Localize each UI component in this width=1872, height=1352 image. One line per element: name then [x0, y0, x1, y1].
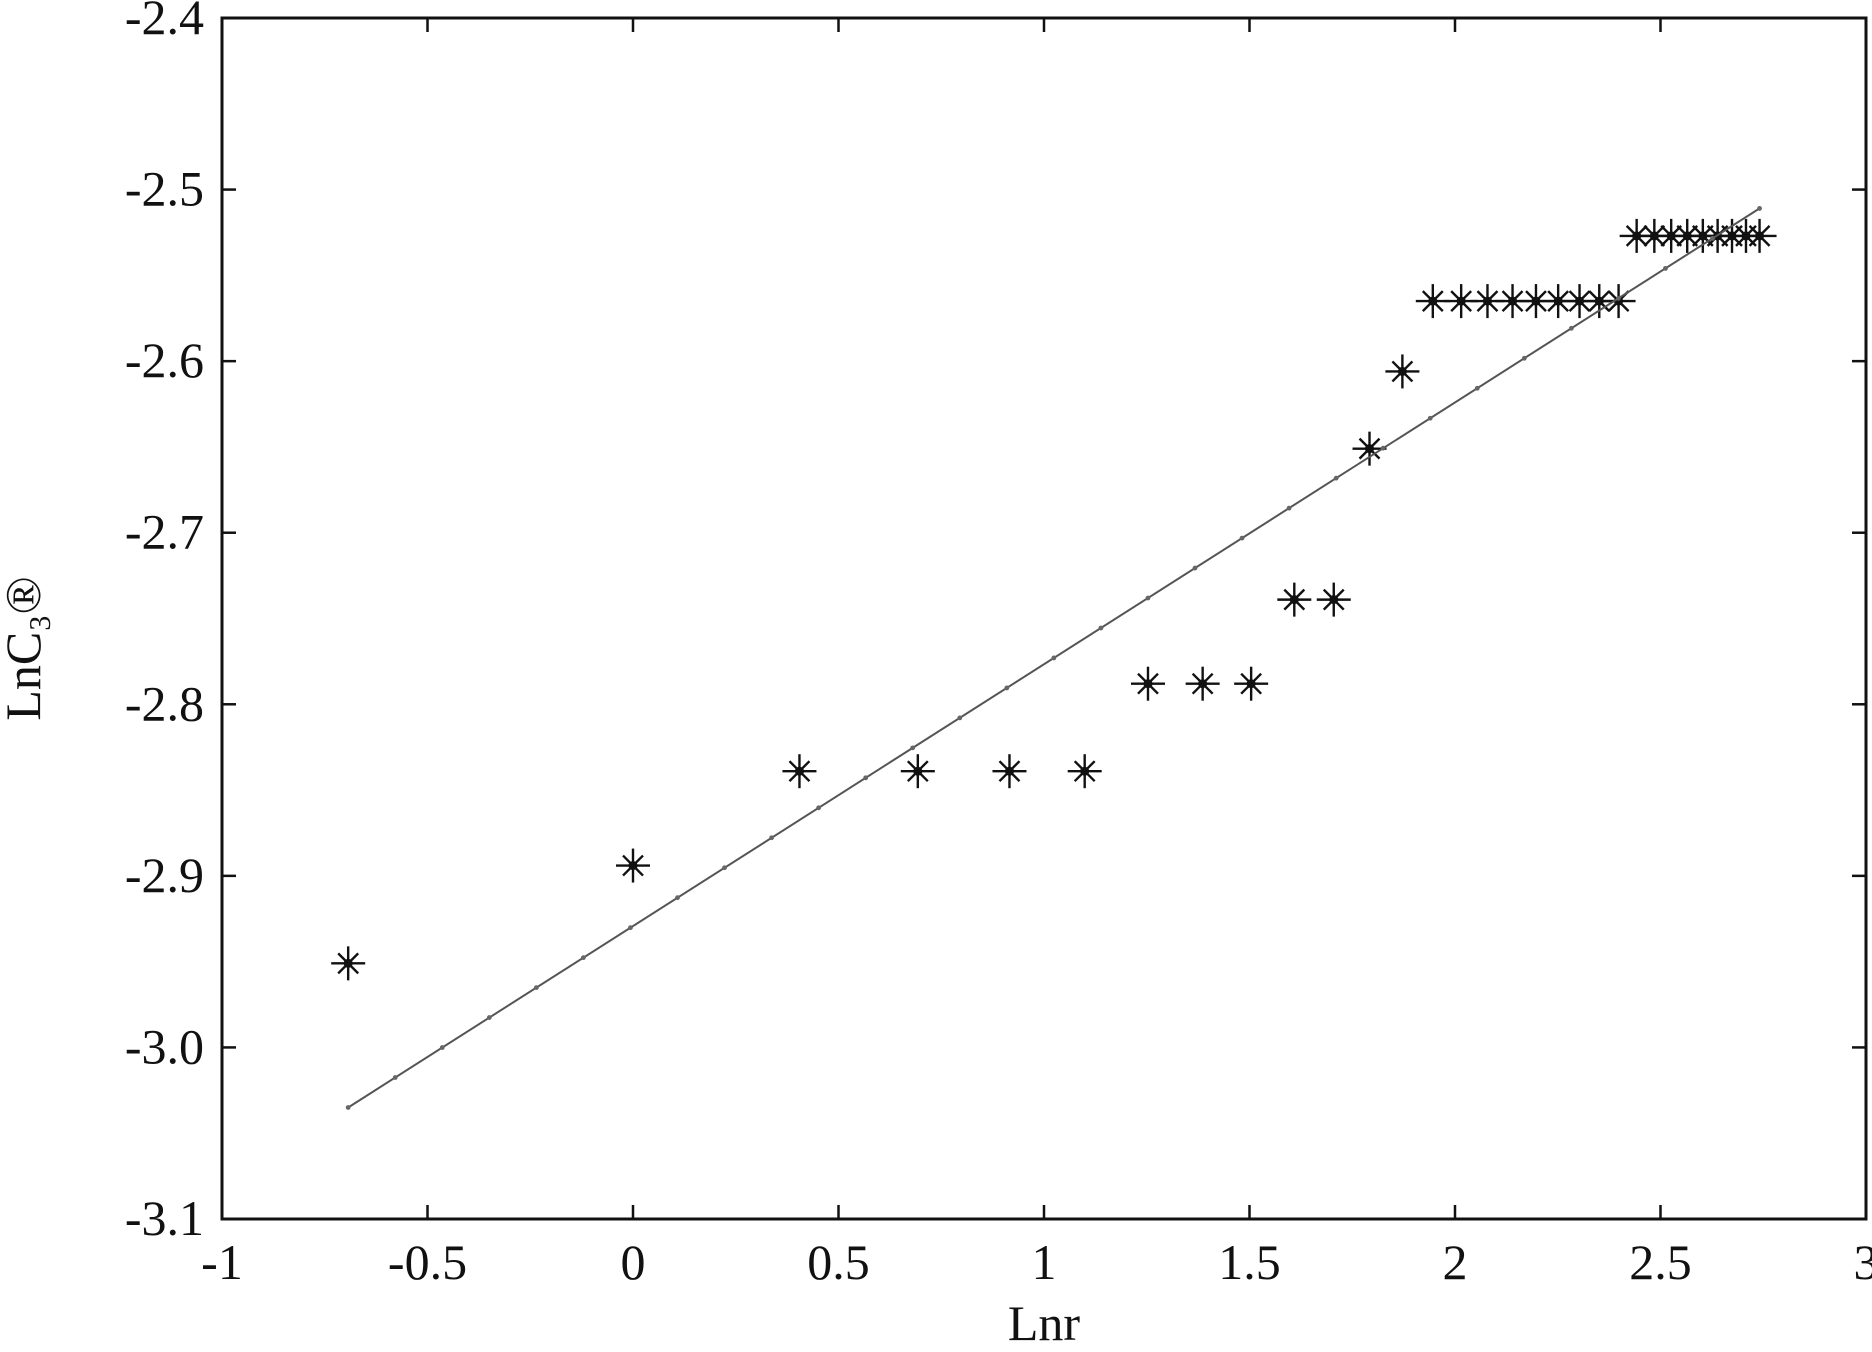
x-tick-label: -1 — [201, 1234, 243, 1290]
data-point — [1619, 218, 1654, 253]
fit-line-dot — [392, 1075, 398, 1080]
y-tick-label: -2.7 — [125, 504, 204, 560]
y-tick-label: -2.5 — [125, 161, 204, 217]
plot-area — [220, 16, 1868, 1221]
fit-line-dot — [816, 805, 822, 811]
fit-line-dot — [1051, 655, 1057, 661]
y-tick-label: -3.0 — [125, 1018, 204, 1074]
fit-line-dot — [1098, 625, 1104, 631]
fit-line-dot — [486, 1015, 492, 1020]
data-point — [1742, 218, 1777, 253]
x-tick-label: 0.5 — [807, 1234, 870, 1290]
y-tick-label: -2.4 — [125, 0, 204, 45]
fit-line-dot — [1568, 325, 1574, 331]
data-point — [900, 754, 935, 789]
data-point — [1415, 284, 1450, 319]
fit-line-dot — [1474, 385, 1480, 391]
fit-line-dot — [957, 715, 963, 721]
data-point — [1495, 284, 1530, 319]
data-point — [1352, 431, 1387, 466]
data-point — [782, 754, 817, 789]
data-point — [331, 946, 366, 981]
fit-line-dot — [910, 745, 916, 751]
y-axis-title: LnC₃® — [0, 576, 51, 720]
x-tick-label: -0.5 — [388, 1234, 467, 1290]
x-axis-title: Lnr — [1008, 1295, 1081, 1351]
data-point — [1234, 666, 1269, 701]
fit-line-dot — [439, 1045, 445, 1050]
data-point — [1518, 284, 1553, 319]
fit-line-dot — [345, 1105, 351, 1110]
fit-line-dot — [1427, 415, 1433, 421]
fit-line-dot — [1145, 595, 1151, 601]
fit-line-dot — [1380, 445, 1386, 451]
y-tick-label: -2.6 — [125, 332, 204, 388]
data-point — [1385, 354, 1420, 389]
fit-line-dot — [1710, 236, 1715, 241]
data-point — [1444, 284, 1479, 319]
fit-line-dot — [863, 775, 869, 781]
x-axis: -1 -0.5 0 0.5 1 1.5 2 2.5 3 — [201, 18, 1872, 1290]
data-point — [1130, 666, 1165, 701]
plot-frame — [220, 16, 1868, 1221]
x-tick-label: 3 — [1854, 1234, 1872, 1290]
y-tick-label: -2.8 — [125, 675, 204, 731]
fit-line-dot — [1663, 265, 1668, 271]
x-tick-label: 0 — [621, 1234, 646, 1290]
x-tick-label: 1 — [1032, 1234, 1057, 1290]
fit-line-dot — [1757, 206, 1762, 211]
fit-line-dot — [1004, 685, 1010, 691]
fit-line-dot — [1239, 535, 1245, 541]
fit-line-dot — [533, 985, 539, 991]
data-point — [616, 848, 650, 883]
y-tick-label: -3.1 — [125, 1190, 204, 1246]
fit-line-dot — [1521, 355, 1527, 361]
fit-line-dot — [1333, 475, 1339, 481]
fit-line-dot — [628, 925, 633, 931]
y-tick-label: -2.9 — [125, 847, 204, 903]
fit-line-dot — [722, 865, 727, 871]
data-point — [1541, 284, 1576, 319]
data-point — [1277, 582, 1312, 617]
data-point — [1601, 284, 1636, 319]
x-tick-label: 2 — [1443, 1234, 1468, 1290]
data-point — [1185, 666, 1220, 701]
data-point — [1470, 284, 1505, 319]
series-layer — [331, 206, 1777, 1110]
data-point — [1582, 284, 1617, 319]
fit-line-dot — [675, 895, 680, 901]
fit-line-dot — [1192, 565, 1198, 571]
fit-line-dot — [769, 835, 774, 841]
fit-line-dot — [1286, 505, 1292, 511]
data-point — [1316, 582, 1351, 617]
y-axis: -3.1 -3.0 -2.9 -2.8 -2.7 -2.6 -2.5 -2.4 — [125, 0, 1866, 1246]
x-tick-label: 2.5 — [1629, 1234, 1692, 1290]
x-tick-label: 1.5 — [1218, 1234, 1281, 1290]
fit-line-dot — [581, 955, 586, 961]
data-point — [1067, 754, 1102, 789]
data-point — [992, 754, 1027, 789]
fit-line-dot — [1616, 295, 1621, 301]
